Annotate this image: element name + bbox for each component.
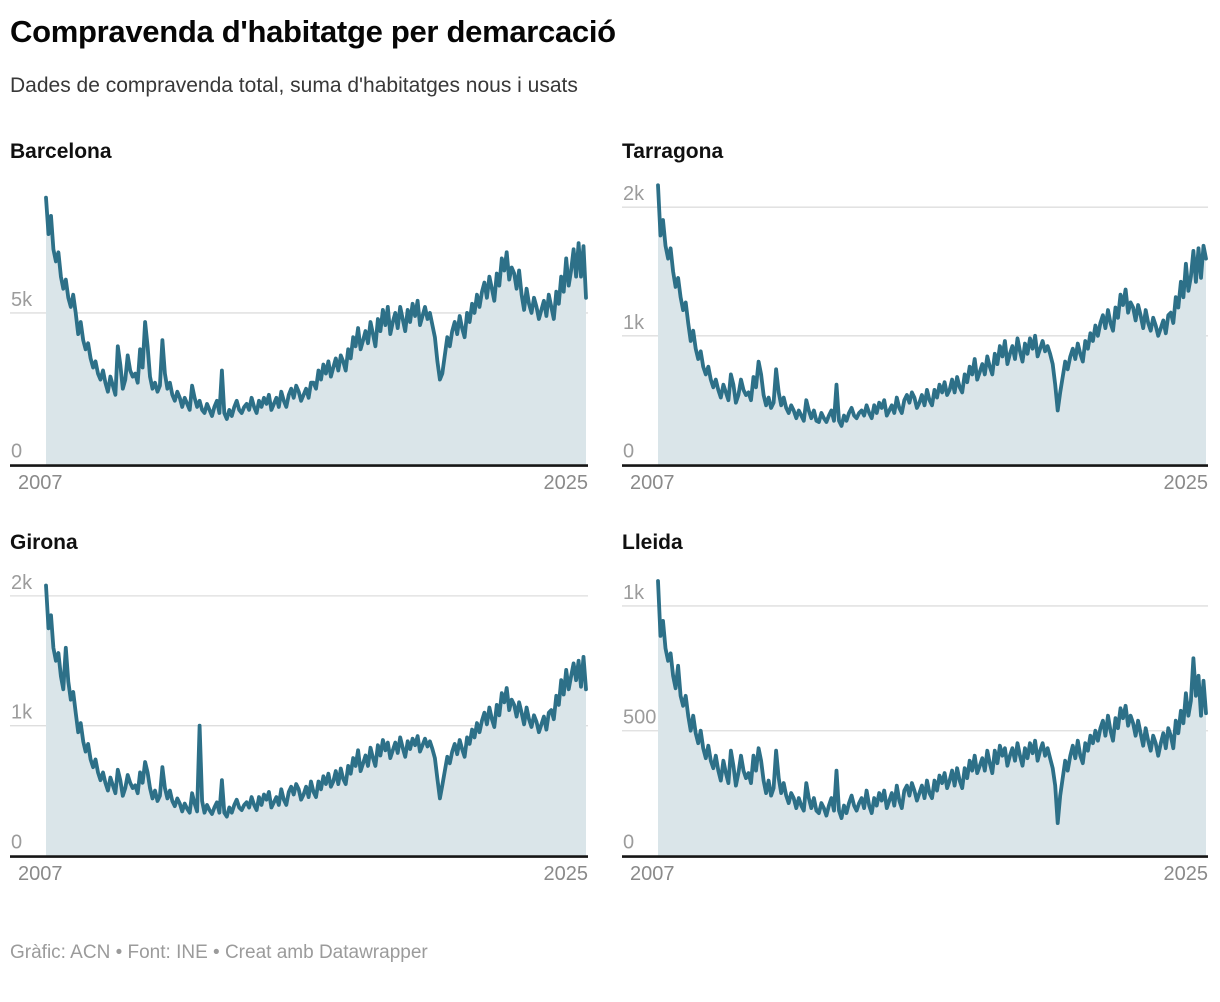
x-tick-end: 2025 (543, 863, 589, 885)
plot-area-barcelona: 0 5k (10, 173, 588, 467)
y-tick-label-5k: 5k (11, 289, 33, 311)
area-fill (658, 185, 1206, 465)
area-chart-svg-tarragona: 0 1k 2k (622, 183, 1208, 467)
x-tick-end: 2025 (543, 472, 589, 494)
x-tick-start: 2007 (630, 863, 675, 885)
y-tick-label-2k: 2k (623, 183, 645, 205)
chart-title-tarragona: Tarragona (622, 140, 724, 163)
x-tick-start: 2007 (18, 472, 63, 494)
y-tick-label-500: 500 (623, 707, 656, 729)
area-fill (46, 585, 586, 856)
charts-grid: Barcelona 0 5k 2007 2025 Tarragona 0 1k 2k … (10, 140, 1208, 886)
area-fill (46, 197, 586, 465)
data-line (656, 579, 1208, 825)
chart-panel-girona: Girona 0 1k 2k 2007 2025 (10, 531, 588, 886)
y-tick-label-1k: 1k (623, 312, 645, 334)
y-tick-label-0: 0 (623, 441, 634, 463)
data-line (44, 583, 588, 819)
y-tick-label-1k: 1k (11, 702, 33, 724)
area-chart-svg-barcelona: 0 5k (10, 195, 588, 467)
y-tick-label-2k: 2k (11, 572, 33, 594)
chart-panel-tarragona: Tarragona 0 1k 2k 2007 2025 (622, 140, 1208, 495)
plot-area-lleida: 0 500 1k (622, 564, 1208, 858)
plot-area-girona: 0 1k 2k (10, 564, 588, 858)
x-tick-end: 2025 (1163, 863, 1209, 885)
x-tick-start: 2007 (18, 863, 63, 885)
y-tick-label-0: 0 (11, 441, 22, 463)
area-fill (658, 581, 1206, 856)
chart-panel-lleida: Lleida 0 500 1k 2007 2025 (622, 531, 1208, 886)
page-title: Compravenda d'habitatge per demarcació (10, 14, 616, 49)
chart-title-lleida: Lleida (622, 531, 683, 554)
x-axis-lleida: 2007 2025 (622, 863, 1208, 886)
x-tick-end: 2025 (1163, 472, 1209, 494)
area-chart-svg-girona: 0 1k 2k (10, 572, 588, 858)
chart-container: Compravenda d'habitatge per demarcació D… (0, 14, 1220, 964)
attribution: Gràfic: ACN • Font: INE • Creat amb Data… (10, 942, 428, 963)
y-tick-label-0: 0 (623, 832, 634, 854)
plot-area-tarragona: 0 1k 2k (622, 173, 1208, 467)
x-axis-barcelona: 2007 2025 (10, 472, 588, 495)
chart-title-barcelona: Barcelona (10, 140, 112, 163)
x-axis-tarragona: 2007 2025 (622, 472, 1208, 495)
data-line (44, 195, 588, 421)
x-axis-girona: 2007 2025 (10, 863, 588, 886)
area-chart-svg-lleida: 0 500 1k (622, 579, 1208, 858)
chart-title-girona: Girona (10, 531, 78, 554)
y-tick-label-0: 0 (11, 832, 22, 854)
y-tick-label-1k: 1k (623, 582, 645, 604)
x-tick-start: 2007 (630, 472, 675, 494)
page-subtitle: Dades de compravenda total, suma d'habit… (10, 74, 578, 97)
chart-panel-barcelona: Barcelona 0 5k 2007 2025 (10, 140, 588, 495)
data-line (656, 183, 1208, 428)
